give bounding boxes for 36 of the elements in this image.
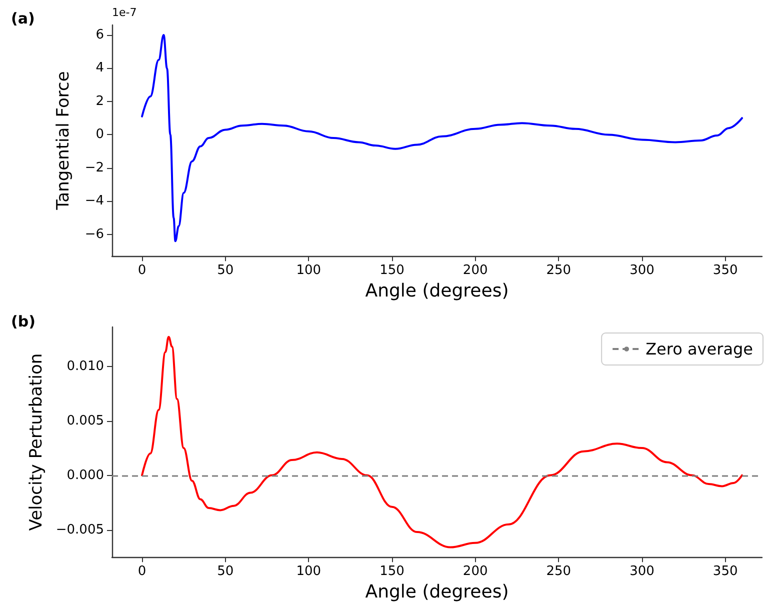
y-tick-label: −4 <box>84 194 104 209</box>
x-tick-label: 200 <box>462 564 488 580</box>
x-tick-label: 250 <box>546 263 572 278</box>
y-tick-label: −2 <box>84 160 104 176</box>
x-tick-label: 300 <box>630 263 654 278</box>
line-series <box>141 34 743 242</box>
y-tick-label: 0 <box>96 127 104 142</box>
x-tick-label: 0 <box>138 263 146 278</box>
y-tick-label: 2 <box>96 94 104 109</box>
x-tick-label: 150 <box>380 263 404 278</box>
x-tick-label: 50 <box>217 263 234 278</box>
legend-label: Zero average <box>646 340 753 358</box>
y-axis-title: Tangential Force <box>54 71 74 211</box>
text: 1e-7 <box>112 6 137 19</box>
x-tick-label: 250 <box>546 564 572 580</box>
x-tick-label: 300 <box>630 564 654 580</box>
x-tick-label: 50 <box>217 564 234 580</box>
x-axis-title: Angle (degrees) <box>365 582 509 602</box>
y-tick-label: −0.005 <box>56 522 104 538</box>
x-tick-label: 0 <box>138 564 146 580</box>
x-tick-label: 350 <box>712 263 738 278</box>
y-tick-label: 6 <box>96 27 104 42</box>
y-tick-label: 0.005 <box>66 413 104 428</box>
x-tick-label: 200 <box>462 263 488 278</box>
y-tick-label: 4 <box>96 60 104 76</box>
x-axis-title: Angle (degrees) <box>365 280 509 302</box>
x-tick-label: 150 <box>380 564 404 580</box>
y-tick-label: 0.000 <box>66 468 104 483</box>
y-axis-title: Velocity Perturbation <box>26 353 46 531</box>
chart-title: (b) <box>11 312 36 330</box>
y-tick-label: −6 <box>84 226 104 242</box>
x-tick-label: 350 <box>712 564 738 580</box>
chart-title: (a) <box>11 10 35 28</box>
x-tick-label: 100 <box>296 263 322 278</box>
x-tick-label: 100 <box>296 564 322 580</box>
y-tick-label: 0.010 <box>66 358 104 374</box>
